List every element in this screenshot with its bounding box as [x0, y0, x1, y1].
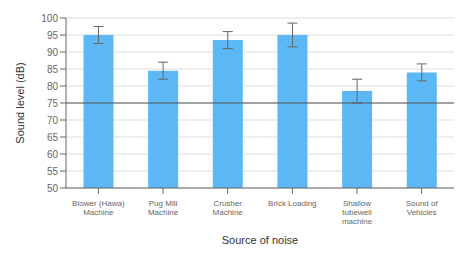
svg-text:60: 60 [47, 149, 59, 160]
svg-text:Source of noise: Source of noise [222, 234, 298, 246]
svg-text:Shallowtubewellmachine: Shallowtubewellmachine [342, 199, 373, 226]
svg-text:75: 75 [47, 98, 59, 109]
svg-text:50: 50 [47, 183, 59, 194]
svg-text:100: 100 [41, 13, 58, 24]
svg-text:65: 65 [47, 132, 59, 143]
svg-text:Brick Loading: Brick Loading [268, 199, 316, 208]
svg-text:95: 95 [47, 30, 59, 41]
svg-text:CrusherMachine: CrusherMachine [213, 199, 244, 217]
svg-text:Sound level (dB): Sound level (dB) [14, 62, 26, 143]
svg-text:85: 85 [47, 64, 59, 75]
svg-text:70: 70 [47, 115, 59, 126]
svg-text:Blower (Hawa)Machine: Blower (Hawa)Machine [72, 199, 125, 217]
svg-text:90: 90 [47, 47, 59, 58]
svg-text:Pug MillMachine: Pug MillMachine [148, 199, 179, 217]
svg-text:55: 55 [47, 166, 59, 177]
svg-text:80: 80 [47, 81, 59, 92]
svg-text:Sound ofVehicles: Sound ofVehicles [406, 199, 439, 217]
